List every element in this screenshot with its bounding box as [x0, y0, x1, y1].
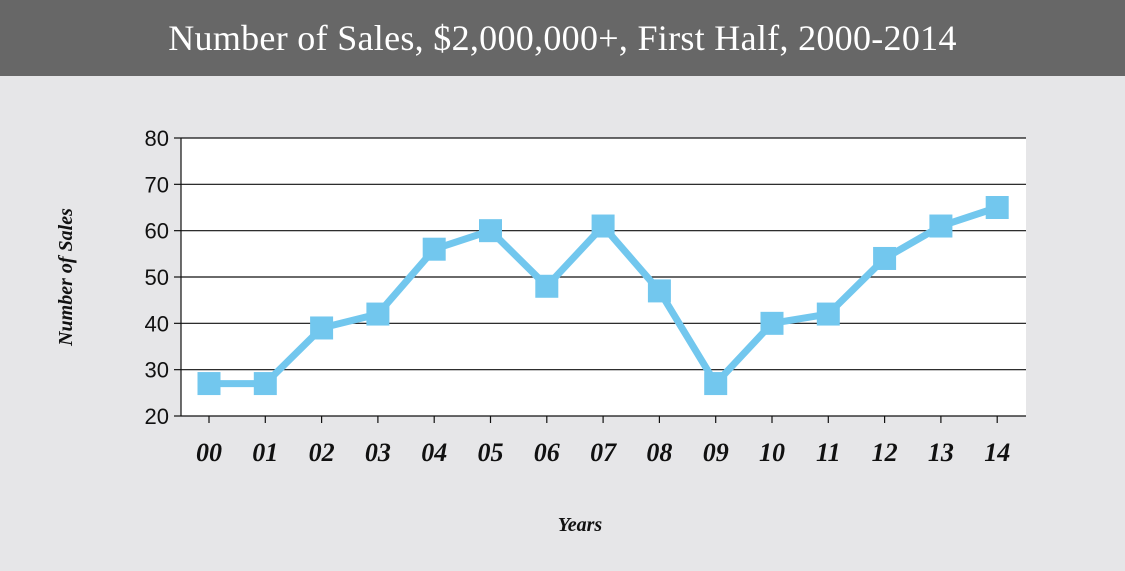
- data-point-marker: [704, 372, 728, 396]
- data-point-marker: [197, 372, 221, 396]
- x-tick-label: 04: [421, 438, 447, 467]
- x-tick-label: 01: [252, 438, 278, 467]
- x-tick-label: 14: [984, 438, 1010, 467]
- y-tick-label: 30: [145, 358, 169, 383]
- chart-title: Number of Sales, $2,000,000+, First Half…: [168, 18, 957, 58]
- data-point-marker: [929, 214, 953, 238]
- data-point-marker: [535, 274, 559, 298]
- x-tick-label: 09: [703, 438, 729, 467]
- y-axis-label: Number of Sales: [55, 208, 77, 347]
- title-bar: Number of Sales, $2,000,000+, First Half…: [0, 0, 1125, 76]
- x-tick-label: 00: [196, 438, 222, 467]
- data-point-marker: [310, 316, 334, 340]
- data-point-marker: [985, 196, 1009, 219]
- y-tick-label: 20: [145, 404, 169, 429]
- x-tick-label: 12: [872, 438, 898, 467]
- y-tick-label: 60: [145, 219, 169, 244]
- data-point-marker: [816, 302, 840, 326]
- data-point-marker: [760, 311, 784, 335]
- data-point-marker: [873, 246, 897, 270]
- x-tick-label: 11: [816, 438, 841, 467]
- data-point-marker: [647, 279, 671, 303]
- y-tick-label: 80: [145, 126, 169, 151]
- x-axis-ticks: 00 01 02 03 04 05 06 07 08 09 10 11 12 13 14: [196, 438, 1010, 467]
- x-tick-label: 07: [590, 438, 617, 467]
- x-tick-label: 10: [759, 438, 785, 467]
- x-axis-label: Years: [558, 514, 603, 536]
- y-tick-label: 50: [145, 265, 169, 290]
- series-group: [197, 196, 1009, 396]
- y-tick-label: 40: [145, 311, 169, 336]
- data-point-marker: [479, 219, 502, 243]
- x-tick-label: 03: [365, 438, 391, 467]
- y-axis-ticks: 20 30 40 50 60 70 80: [145, 126, 169, 429]
- x-tick-label: 05: [478, 438, 504, 467]
- x-tick-label: 13: [928, 438, 954, 467]
- data-point-marker: [253, 372, 277, 396]
- y-tick-label: 70: [145, 172, 169, 197]
- data-point-marker: [422, 237, 446, 261]
- x-tick-label: 08: [646, 438, 672, 467]
- data-point-marker: [591, 214, 615, 238]
- x-tick-label: 02: [309, 438, 335, 467]
- x-tick-label: 06: [534, 438, 560, 467]
- data-point-marker: [366, 302, 390, 326]
